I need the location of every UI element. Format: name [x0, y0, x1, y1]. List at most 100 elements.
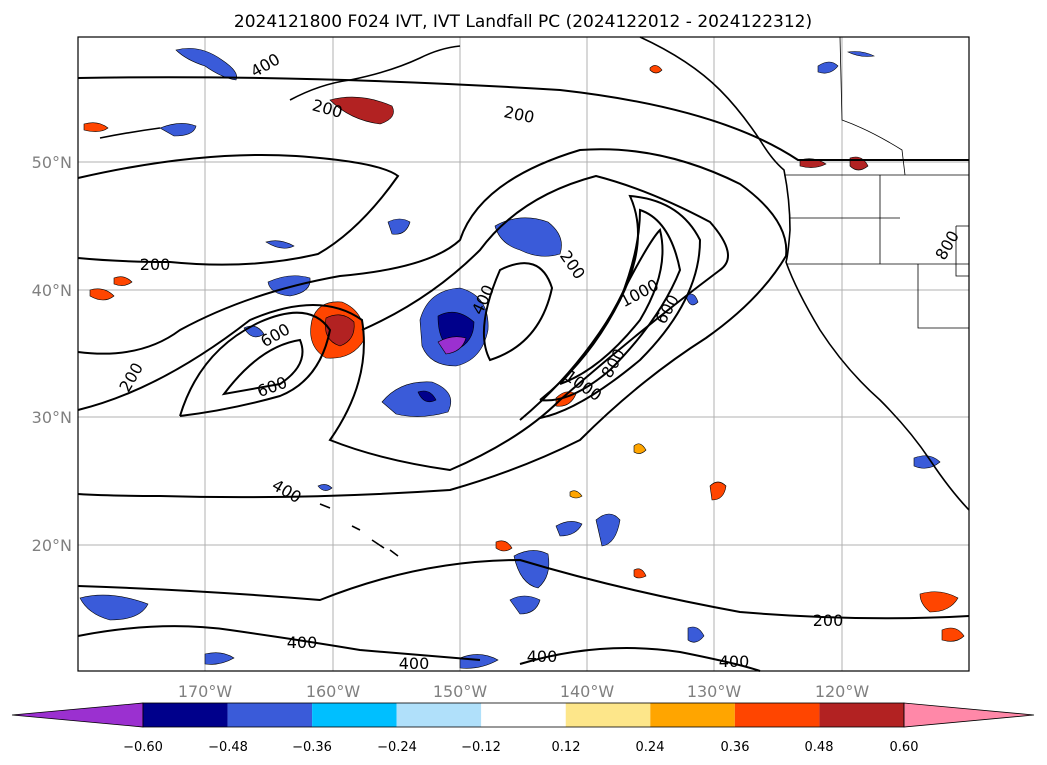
- pc-blob-positive: [941, 627, 965, 642]
- lon-label-120w: 120°W: [815, 682, 870, 701]
- colorbar-segment: [565, 703, 651, 727]
- colorbar-tick-label: 0.36: [721, 740, 750, 755]
- contour-label: 200: [813, 611, 844, 630]
- contour-label: 400: [527, 647, 558, 666]
- pc-blob-negative: [687, 626, 705, 643]
- colorbar-tick-label: −0.36: [292, 740, 332, 755]
- pc-blob-negative: [317, 484, 333, 491]
- ivt-contour-400-main: [77, 174, 729, 472]
- colorbar-segment: [396, 703, 482, 727]
- colorbar-segment: [734, 703, 820, 727]
- state-borders: [879, 175, 969, 329]
- lat-label-50n: 50°N: [32, 153, 72, 172]
- ivt-contour-400-inner: [482, 262, 554, 362]
- ivt-contours: [77, 76, 970, 672]
- pc-blob-negative: [459, 654, 499, 669]
- ivt-contour-200-main: [77, 148, 788, 499]
- state-borders-east: [955, 225, 969, 277]
- colorbar-tick-label: 0.48: [805, 740, 834, 755]
- colorbar-tick-label: 0.24: [636, 740, 665, 755]
- map-title: 2024121800 F024 IVT, IVT Landfall PC (20…: [234, 12, 812, 32]
- pc-blob-positive: [89, 288, 115, 301]
- ivt-contour-400-southeast: [519, 647, 761, 672]
- latitude-labels: 50°N 40°N 30°N 20°N: [32, 153, 72, 555]
- lat-label-40n: 40°N: [32, 281, 72, 300]
- lon-label-150w: 150°W: [433, 682, 488, 701]
- ivt-contour-800-east: [539, 208, 682, 402]
- pc-blob-negative: [555, 521, 583, 537]
- colorbar-tick-label: −0.60: [123, 740, 163, 755]
- colorbar-tick-label: −0.24: [377, 740, 417, 755]
- map-panel: 400 200 200 200 400 200 600 1000 600 800…: [77, 36, 970, 673]
- colorbar-tick-label: −0.12: [461, 740, 501, 755]
- ivt-contour-200-south: [77, 558, 970, 620]
- pc-blob-negative: [847, 51, 875, 57]
- colorbar-segment: [481, 703, 566, 727]
- colorbar-ticks: −0.60 −0.48 −0.36 −0.24 −0.12 0.12 0.24 …: [123, 740, 918, 755]
- pc-blob-positive-strong: [329, 96, 394, 125]
- longitude-labels: 170°W 160°W 150°W 140°W 130°W 120°W: [178, 682, 870, 701]
- colorbar-tick-label: 0.60: [890, 740, 919, 755]
- pc-blob-positive: [919, 591, 959, 613]
- lon-label-170w: 170°W: [178, 682, 233, 701]
- lon-label-140w: 140°W: [560, 682, 615, 701]
- colorbar-segment: [819, 703, 904, 727]
- pc-blob-negative: [509, 595, 541, 615]
- pc-blob-positive: [495, 540, 513, 552]
- pc-blob-negative: [387, 218, 411, 235]
- pc-blob-positive: [633, 568, 647, 579]
- colorbar-segment: [227, 703, 313, 727]
- lat-label-20n: 20°N: [32, 536, 72, 555]
- pc-blob-positive: [649, 65, 663, 74]
- contour-label: 400: [287, 633, 318, 652]
- contour-label: 400: [399, 654, 430, 673]
- pc-blob-negative: [79, 594, 149, 621]
- pc-blob-negative: [175, 48, 237, 81]
- colorbar-segment: [650, 703, 735, 727]
- ivt-contour-200-north: [77, 76, 969, 161]
- aleutian-islands: [99, 127, 161, 139]
- lon-label-130w: 130°W: [687, 682, 742, 701]
- colorbar-tick-label: 0.12: [552, 740, 581, 755]
- coastlines: [99, 36, 970, 557]
- state-borders-north: [790, 36, 906, 219]
- pc-blob-positive: [113, 276, 133, 286]
- pc-shading: [79, 48, 965, 669]
- pc-blob-negative: [159, 123, 197, 137]
- lat-label-30n: 30°N: [32, 408, 72, 427]
- hawaii-islands: [319, 503, 399, 557]
- pc-blob-negative: [685, 293, 699, 306]
- pc-blob-negative: [265, 240, 295, 249]
- pc-blob-positive: [83, 122, 109, 132]
- pc-blob-positive-weak: [569, 490, 583, 499]
- pc-blob-negative: [595, 513, 621, 547]
- colorbar: [11, 702, 1035, 728]
- ivt-contour-600-west: [179, 311, 332, 417]
- alaska-coastline: [289, 45, 461, 101]
- contour-label: 400: [719, 652, 750, 671]
- ivt-contour-400-south: [77, 625, 481, 661]
- ivt-contour-800-west: [221, 338, 304, 396]
- north-america-coastline: [639, 36, 970, 511]
- colorbar-tick-label: −0.48: [208, 740, 248, 755]
- colorbar-extend-min: [11, 702, 144, 728]
- lon-label-160w: 160°W: [306, 682, 361, 701]
- pc-blob-negative-strong: [417, 390, 437, 403]
- pc-blob-negative: [204, 652, 235, 665]
- pc-blob-negative: [494, 217, 562, 257]
- pc-blob-positive: [709, 481, 727, 501]
- colorbar-frame: [142, 702, 905, 728]
- colorbar-segment: [312, 703, 397, 727]
- ivt-contour-1000-east: [559, 228, 664, 385]
- pc-blob-positive-weak: [633, 443, 647, 454]
- pc-blob-negative: [381, 381, 452, 417]
- ivt-contour-200-west: [77, 153, 400, 266]
- contour-label: 200: [140, 255, 171, 274]
- colorbar-extend-max: [903, 702, 1035, 728]
- pc-blob-positive-strong: [325, 314, 355, 347]
- pc-blob-negative-max: [437, 336, 467, 355]
- colorbar-segment: [143, 703, 228, 727]
- map-frame: [77, 36, 970, 672]
- pc-blob-negative: [817, 61, 839, 74]
